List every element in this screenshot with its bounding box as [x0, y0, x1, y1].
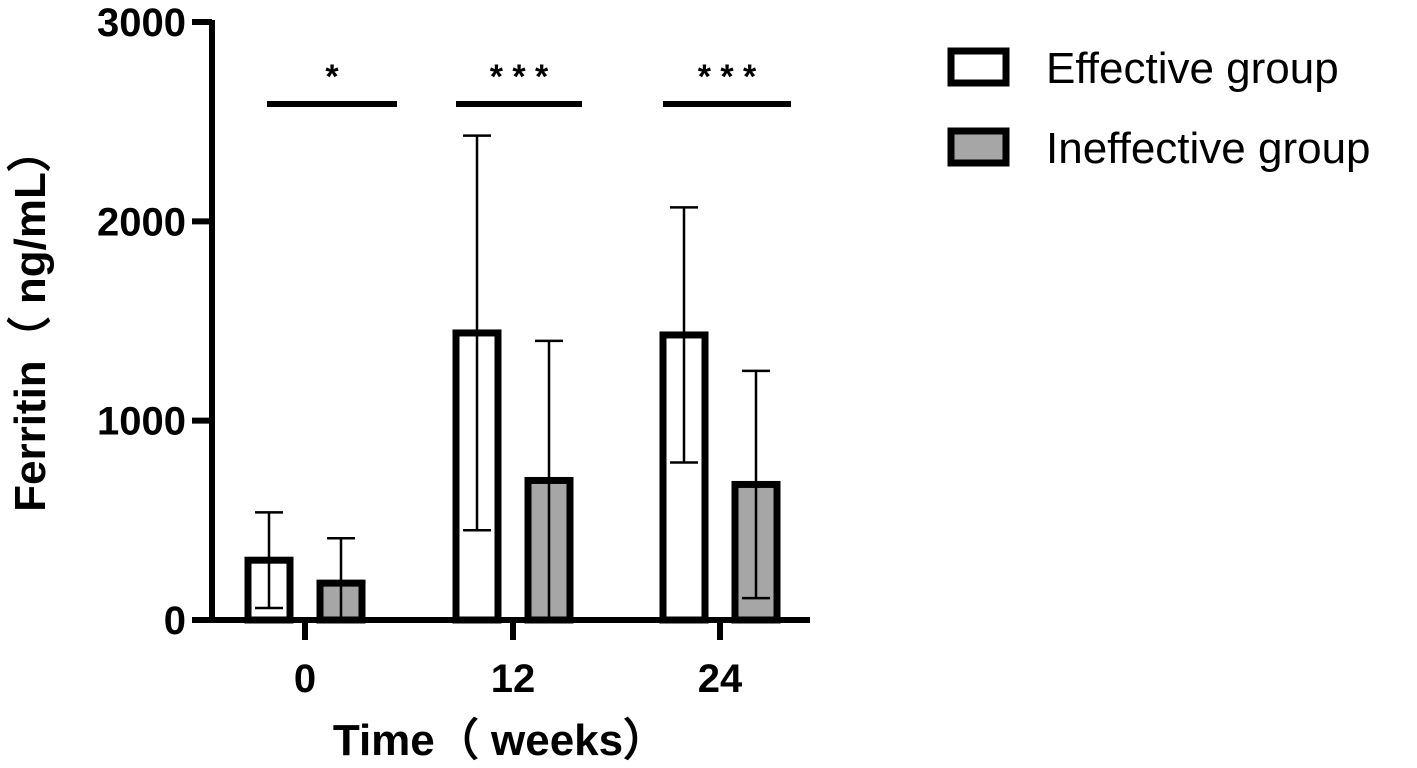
legend-swatch	[947, 47, 1010, 87]
x-axis-title: Time（ weeks）	[333, 716, 667, 765]
significance-label: * * *	[698, 58, 757, 96]
legend-label: Ineffective group	[1046, 124, 1371, 173]
bars	[244, 134, 781, 624]
legend: Effective group Ineffective group	[947, 44, 1371, 173]
y-tick-label: 3000	[97, 1, 186, 45]
significance-markers: * * * * * * *	[267, 58, 791, 107]
y-tick-label: 1000	[97, 400, 186, 444]
y-axis-title: Ferritin（ ng/mL）	[6, 128, 55, 512]
legend-label: Effective group	[1046, 44, 1339, 93]
bar	[659, 331, 709, 624]
y-tick-label: 0	[164, 599, 186, 643]
legend-swatch	[947, 127, 1010, 167]
x-tick-label: 24	[698, 657, 743, 701]
x-tick-label: 0	[294, 657, 316, 701]
axes: 0 1000 2000 3000 0 12 24	[97, 1, 810, 701]
x-tick-label: 12	[491, 657, 536, 701]
significance-label: * * *	[490, 58, 549, 96]
significance-label: *	[325, 58, 339, 96]
y-tick-label: 2000	[97, 200, 186, 244]
